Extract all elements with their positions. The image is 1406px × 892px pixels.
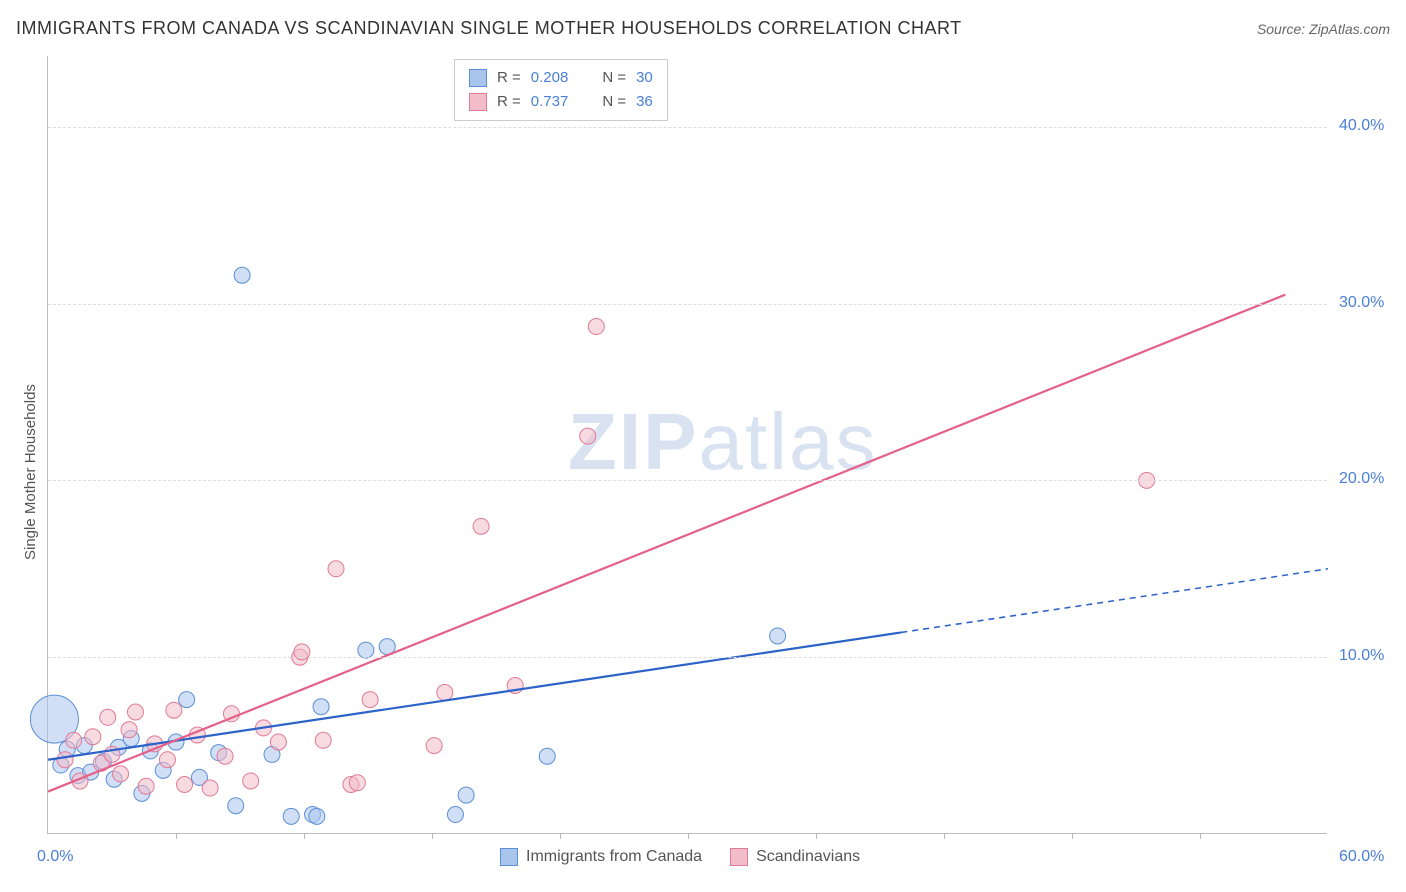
data-point [588,319,604,335]
data-point [228,798,244,814]
legend-swatch [730,848,748,866]
data-point [234,267,250,283]
gridline [48,127,1327,128]
data-point [447,807,463,823]
legend-swatch [500,848,518,866]
data-point [473,518,489,534]
gridline [48,657,1327,658]
y-tick-label: 10.0% [1339,647,1384,665]
data-point [349,775,365,791]
x-tick [944,833,945,839]
data-point [426,738,442,754]
data-point [202,780,218,796]
legend-series: Immigrants from Canada Scandinavians [500,848,860,866]
x-tick [816,833,817,839]
legend-swatch [469,93,487,111]
y-tick-label: 40.0% [1339,117,1384,135]
data-point [770,628,786,644]
data-point [437,685,453,701]
chart-title: IMMIGRANTS FROM CANADA VS SCANDINAVIAN S… [16,18,962,39]
data-point [113,766,129,782]
legend-series-item: Immigrants from Canada [500,848,702,866]
legend-stat-row: R = 0.208 N = 30 [469,66,653,90]
legend-stat-row: R = 0.737 N = 36 [469,90,653,114]
legend-n-label: N = [602,66,626,90]
legend-series-label: Immigrants from Canada [526,848,702,866]
y-axis-label: Single Mother Households [22,384,39,560]
data-point [85,729,101,745]
x-max-label: 60.0% [1339,848,1384,866]
x-tick [688,833,689,839]
x-tick [304,833,305,839]
data-point [217,748,233,764]
data-point [243,773,259,789]
data-point [166,702,182,718]
data-point [313,699,329,715]
data-point [159,752,175,768]
data-point [358,642,374,658]
source-label: Source: ZipAtlas.com [1257,21,1390,37]
plot-area: ZIPatlas [47,56,1327,834]
legend-n-label: N = [602,90,626,114]
data-point [283,808,299,824]
data-point [57,752,73,768]
legend-series-label: Scandinavians [756,848,860,866]
data-point [121,722,137,738]
legend-r-value: 0.208 [531,66,569,90]
x-tick [1072,833,1073,839]
gridline [48,304,1327,305]
data-point [138,778,154,794]
legend-n-value: 30 [636,66,653,90]
y-tick-label: 30.0% [1339,294,1384,312]
legend-n-value: 36 [636,90,653,114]
data-point [179,692,195,708]
plot-svg [48,56,1328,834]
x-tick [176,833,177,839]
y-tick-label: 20.0% [1339,470,1384,488]
x-tick [560,833,561,839]
legend-stats: R = 0.208 N = 30 R = 0.737 N = 36 [454,59,668,121]
data-point [66,732,82,748]
data-point [362,692,378,708]
title-bar: IMMIGRANTS FROM CANADA VS SCANDINAVIAN S… [16,18,1390,39]
legend-swatch [469,69,487,87]
regression-line [48,295,1285,792]
data-point [100,709,116,725]
x-tick [1200,833,1201,839]
legend-r-label: R = [497,66,521,90]
legend-r-label: R = [497,90,521,114]
data-point [127,704,143,720]
data-point [539,748,555,764]
data-point [177,776,193,792]
data-point [270,734,286,750]
gridline [48,480,1327,481]
data-point [580,428,596,444]
regression-line-extension [901,569,1328,633]
legend-r-value: 0.737 [531,90,569,114]
x-tick [432,833,433,839]
data-point [309,808,325,824]
data-point [328,561,344,577]
x-min-label: 0.0% [37,848,73,866]
legend-series-item: Scandinavians [730,848,860,866]
data-point [315,732,331,748]
data-point [458,787,474,803]
